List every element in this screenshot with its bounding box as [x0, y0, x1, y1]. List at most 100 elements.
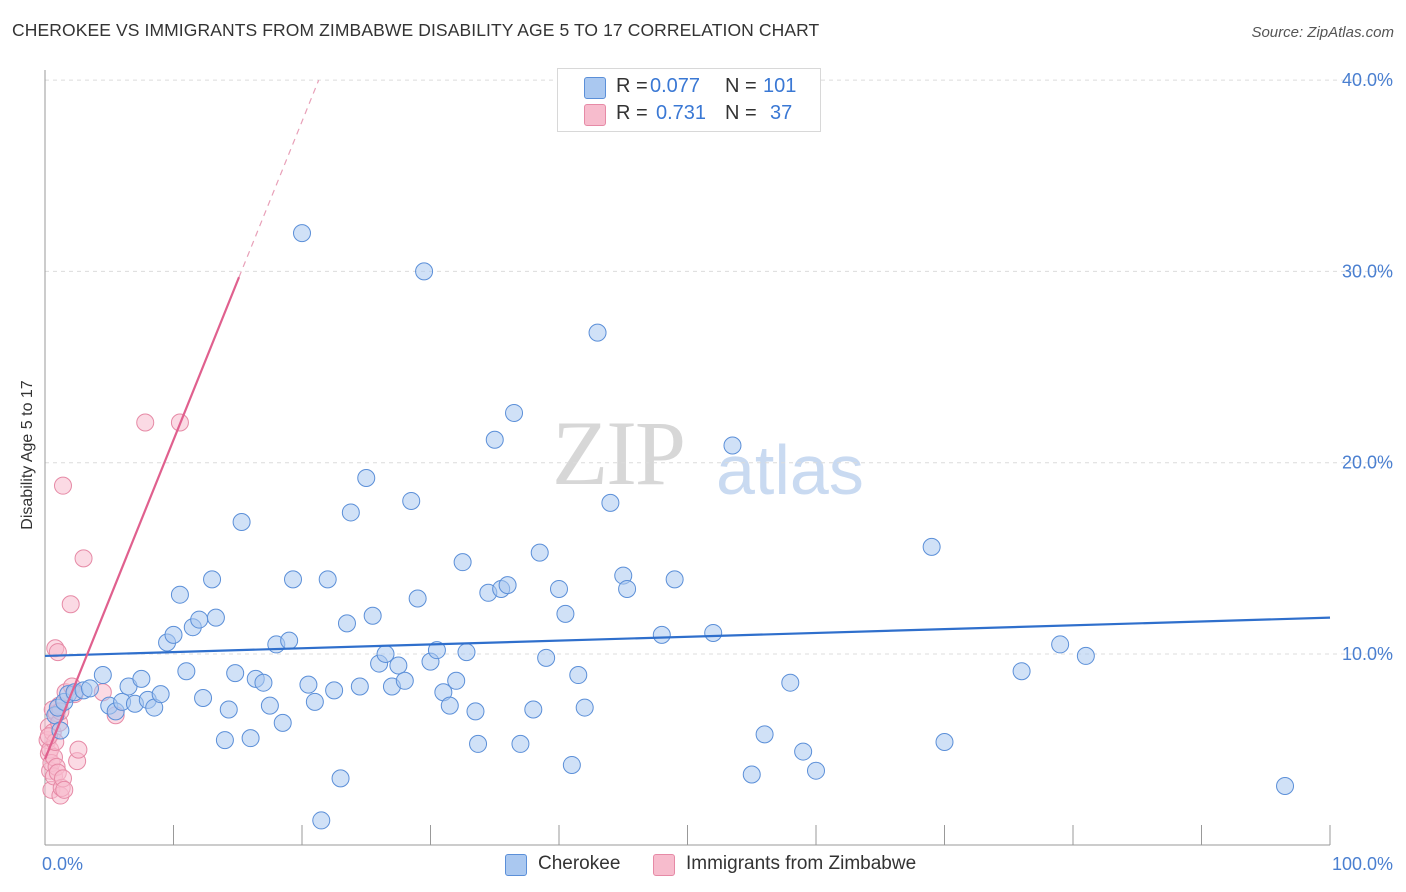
r-value: 0.731 — [656, 102, 707, 124]
cherokee-point — [395, 671, 414, 690]
cherokee-point — [704, 623, 723, 642]
n-label: N = — [725, 75, 757, 97]
cherokee-point — [341, 503, 360, 522]
cherokee-point — [254, 673, 273, 692]
cherokee-point — [1076, 646, 1095, 665]
cherokee-trend-line — [44, 616, 1331, 658]
cherokee-point — [312, 811, 331, 830]
x-tick-label-max: 100.0% — [1332, 854, 1393, 874]
cherokee-point — [505, 403, 524, 422]
cherokee-point — [665, 570, 684, 589]
cherokee-point — [453, 553, 472, 572]
series-zimbabwe-points — [38, 413, 189, 805]
n-value: 37 — [770, 102, 793, 124]
legend-row-zimbabwe: R = 0.731 N = 37 — [558, 100, 820, 128]
cherokee-point — [350, 677, 369, 696]
x-tick-label-min: 0.0% — [42, 854, 83, 874]
legend-label-cherokee: Cherokee — [538, 853, 621, 874]
cherokee-point — [511, 734, 530, 753]
cherokee-point — [273, 713, 292, 732]
cherokee-point — [402, 491, 421, 510]
zimbabwe-trend-extension — [238, 79, 320, 278]
r-label: R = — [616, 102, 648, 124]
cherokee-point — [93, 666, 112, 685]
cherokee-point — [652, 625, 671, 644]
cherokee-point — [206, 608, 225, 627]
cherokee-point — [922, 537, 941, 556]
cherokee-point — [723, 436, 742, 455]
source-attribution: Source: ZipAtlas.com — [1251, 24, 1394, 41]
cherokee-point — [601, 493, 620, 512]
axes — [44, 70, 1331, 846]
cherokee-point — [588, 323, 607, 342]
cherokee-point — [498, 576, 517, 595]
cherokee-point — [569, 666, 588, 685]
cherokee-point — [190, 610, 209, 629]
r-value: 0.077 — [650, 75, 701, 97]
zimbabwe-point — [55, 780, 74, 799]
cherokee-point — [357, 469, 376, 488]
zimbabwe-point — [48, 643, 67, 662]
cherokee-point — [408, 589, 427, 608]
cherokee-point — [363, 606, 382, 625]
cherokee-point — [755, 725, 774, 744]
cherokee-point — [170, 585, 189, 604]
tick-labels: 10.0% 20.0% 30.0% 40.0% 0.0% 100.0% — [42, 70, 1393, 874]
watermark-zip: ZIP — [552, 402, 686, 504]
legend-swatch-cherokee — [584, 77, 606, 99]
legend-swatch-zimbabwe — [584, 104, 606, 126]
cherokee-point — [466, 702, 485, 721]
cherokee-point — [524, 700, 543, 719]
cherokee-point — [80, 679, 99, 698]
cherokee-point — [447, 671, 466, 690]
correlation-legend: R = 0.077 N = 101 R = 0.731 N = 37 — [557, 68, 821, 132]
cherokee-point — [132, 669, 151, 688]
cherokee-point — [219, 700, 238, 719]
cherokee-point — [485, 430, 504, 449]
cherokee-point — [232, 513, 251, 532]
legend-swatch-zimbabwe — [653, 854, 675, 876]
zimbabwe-point — [69, 740, 88, 759]
cherokee-point — [807, 761, 825, 780]
cherokee-point — [440, 696, 459, 715]
cherokee-point — [1012, 662, 1031, 681]
cherokee-point — [226, 664, 245, 683]
cherokee-point — [537, 648, 556, 667]
y-tick-label: 30.0% — [1342, 261, 1393, 281]
zimbabwe-point — [61, 595, 80, 614]
series-cherokee-points — [46, 224, 1295, 830]
cherokee-point — [935, 732, 954, 751]
cherokee-point — [415, 262, 434, 281]
cherokee-point — [457, 643, 476, 662]
trend-lines — [43, 79, 1331, 760]
cherokee-point — [260, 696, 279, 715]
y-tick-label: 20.0% — [1342, 453, 1393, 473]
cherokee-point — [318, 570, 337, 589]
cherokee-point — [556, 604, 575, 623]
cherokee-point — [194, 688, 213, 707]
zimbabwe-trend-line — [43, 276, 241, 760]
zimbabwe-point — [74, 549, 93, 568]
y-tick-label: 40.0% — [1342, 70, 1393, 90]
cherokee-point — [331, 769, 350, 788]
zimbabwe-point — [136, 413, 155, 432]
y-tick-label: 10.0% — [1342, 644, 1393, 664]
cherokee-point — [337, 614, 356, 633]
legend-swatch-cherokee — [505, 854, 527, 876]
cherokee-point — [203, 570, 222, 589]
zimbabwe-point — [53, 476, 72, 495]
cherokee-point — [325, 681, 344, 700]
cherokee-point — [794, 742, 813, 761]
cherokee-point — [427, 641, 446, 660]
gridlines — [45, 79, 1392, 655]
cherokee-point — [575, 698, 594, 717]
n-label: N = — [725, 102, 757, 124]
cherokee-point — [299, 675, 318, 694]
cherokee-point — [284, 570, 303, 589]
cherokee-point — [618, 579, 637, 598]
cherokee-point — [293, 224, 311, 243]
cherokee-point — [469, 734, 488, 753]
cherokee-point — [562, 755, 581, 774]
legend-row-cherokee: R = 0.077 N = 101 — [558, 73, 820, 101]
cherokee-point — [151, 685, 170, 704]
